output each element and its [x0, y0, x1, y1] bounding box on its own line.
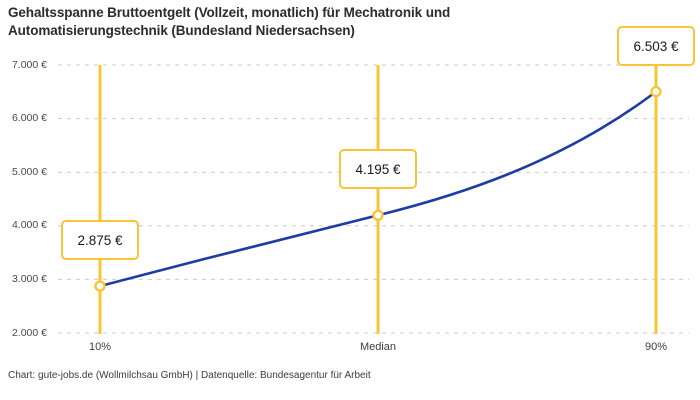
data-point-90pct[interactable] [650, 85, 662, 98]
chart-title: Gehaltsspanne Bruttoentgelt (Vollzeit, m… [8, 5, 451, 38]
source-footer: Chart: gute-jobs.de (Wollmilchsau GmbH) … [8, 370, 371, 381]
data-point-10pct[interactable] [94, 280, 106, 292]
data-point-median[interactable] [372, 209, 384, 222]
